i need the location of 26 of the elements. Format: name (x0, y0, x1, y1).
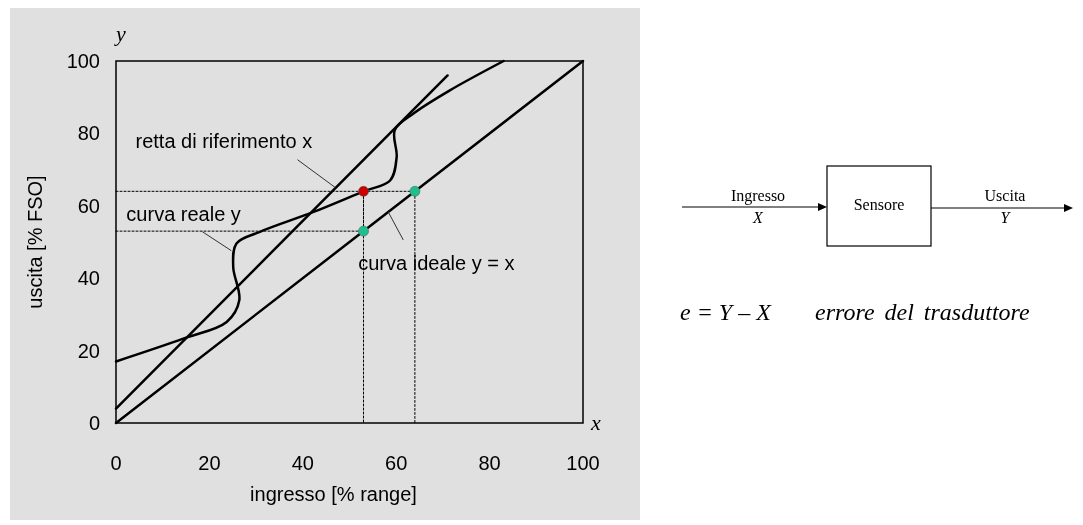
y-tick-label: 20 (77, 339, 100, 362)
y-tick-label: 80 (77, 122, 100, 145)
x-tick-label: 0 (110, 452, 122, 474)
x-tick-label: 40 (291, 452, 314, 474)
x-tick-label: 60 (385, 452, 408, 474)
text: X (752, 209, 765, 226)
text: e = Y – X (680, 299, 773, 325)
annotation: curva reale y (126, 202, 241, 225)
y-tick-label: 100 (66, 50, 100, 72)
x-tick-label: 100 (566, 452, 600, 474)
annotation: curva ideale y = x (358, 251, 515, 274)
x-axis-title: ingresso [% range] (250, 483, 417, 505)
y-axis-title: uscita [% FSO] (24, 175, 46, 309)
annotation: retta di riferimento x (135, 129, 313, 152)
y-tick-label: 0 (88, 412, 100, 434)
text: Ingresso (730, 187, 786, 205)
text: Uscita (984, 187, 1026, 204)
text: errore del trasduttore (815, 299, 1030, 325)
text: x (590, 410, 601, 435)
text: Y (1000, 209, 1012, 226)
y-tick-label: 60 (77, 194, 100, 217)
y-tick-label: 40 (77, 267, 100, 290)
x-tick-label: 80 (478, 452, 501, 474)
x-tick-label: 20 (198, 452, 221, 474)
text: Sensore (853, 196, 905, 213)
text: y (114, 21, 126, 46)
